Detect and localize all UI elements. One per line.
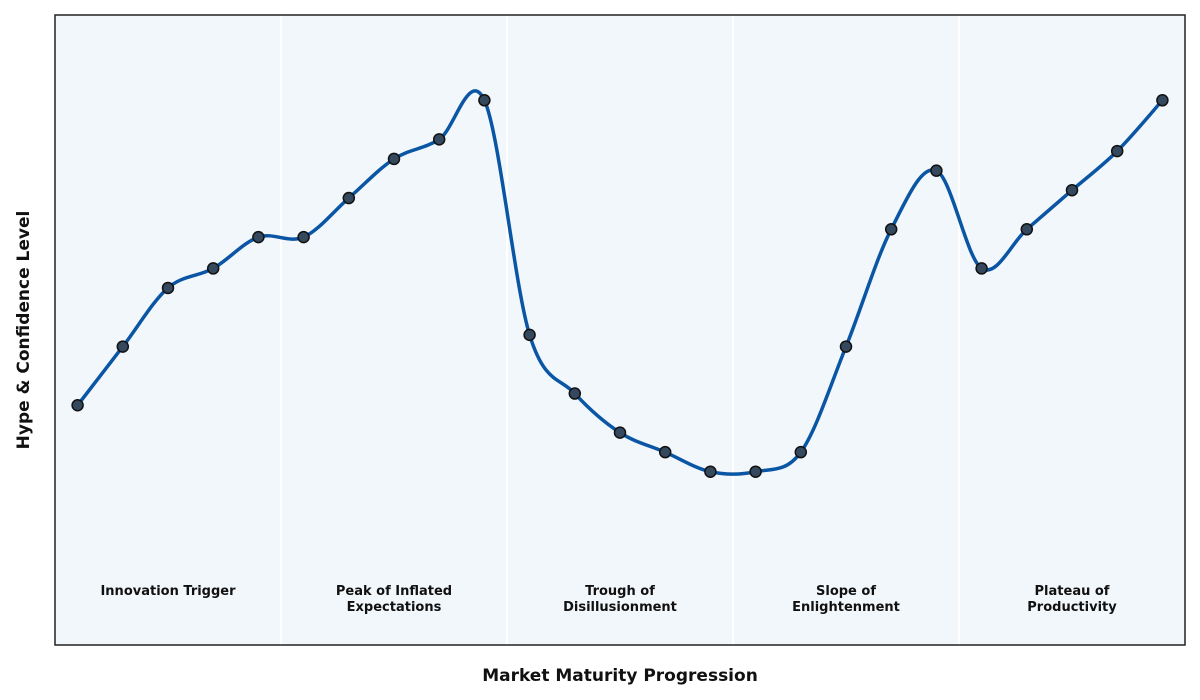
data-point xyxy=(975,262,988,275)
phase-label: Plateau of Productivity xyxy=(1027,584,1117,615)
data-point xyxy=(297,230,310,244)
phase-label: Innovation Trigger xyxy=(100,584,236,599)
data-point xyxy=(206,262,220,275)
data-point-markers xyxy=(71,94,1169,478)
data-point xyxy=(568,387,582,400)
data-point xyxy=(116,340,130,353)
phase-label: Slope of Enlightenment xyxy=(792,584,900,615)
data-point xyxy=(930,164,943,177)
plot-frame xyxy=(54,14,1186,646)
data-point xyxy=(839,340,853,353)
data-point xyxy=(1156,94,1169,107)
data-point xyxy=(161,281,175,295)
data-point xyxy=(1020,223,1034,236)
data-point xyxy=(387,152,401,166)
data-point xyxy=(1065,183,1079,197)
phase-labels: Innovation Trigger Peak of Inflated Expect… xyxy=(100,584,1117,615)
data-point xyxy=(523,328,536,342)
data-point xyxy=(1110,144,1124,158)
plot-area xyxy=(55,15,1185,645)
phase-label: Trough of Disillusionment xyxy=(563,584,677,615)
data-point xyxy=(658,445,672,459)
data-point xyxy=(478,94,491,107)
x-axis-label: Market Maturity Progression xyxy=(482,666,758,686)
data-point xyxy=(342,191,356,205)
data-point xyxy=(884,223,898,236)
phase-label: Peak of Inflated Expectations xyxy=(336,584,452,615)
data-point xyxy=(613,426,627,439)
data-point xyxy=(749,465,762,478)
phase-dividers xyxy=(280,15,960,645)
data-point xyxy=(704,465,717,478)
data-point xyxy=(252,230,265,244)
data-point xyxy=(71,399,84,412)
data-point xyxy=(794,445,808,459)
y-axis-label: Hype & Confidence Level xyxy=(14,211,34,450)
data-point xyxy=(432,133,446,146)
